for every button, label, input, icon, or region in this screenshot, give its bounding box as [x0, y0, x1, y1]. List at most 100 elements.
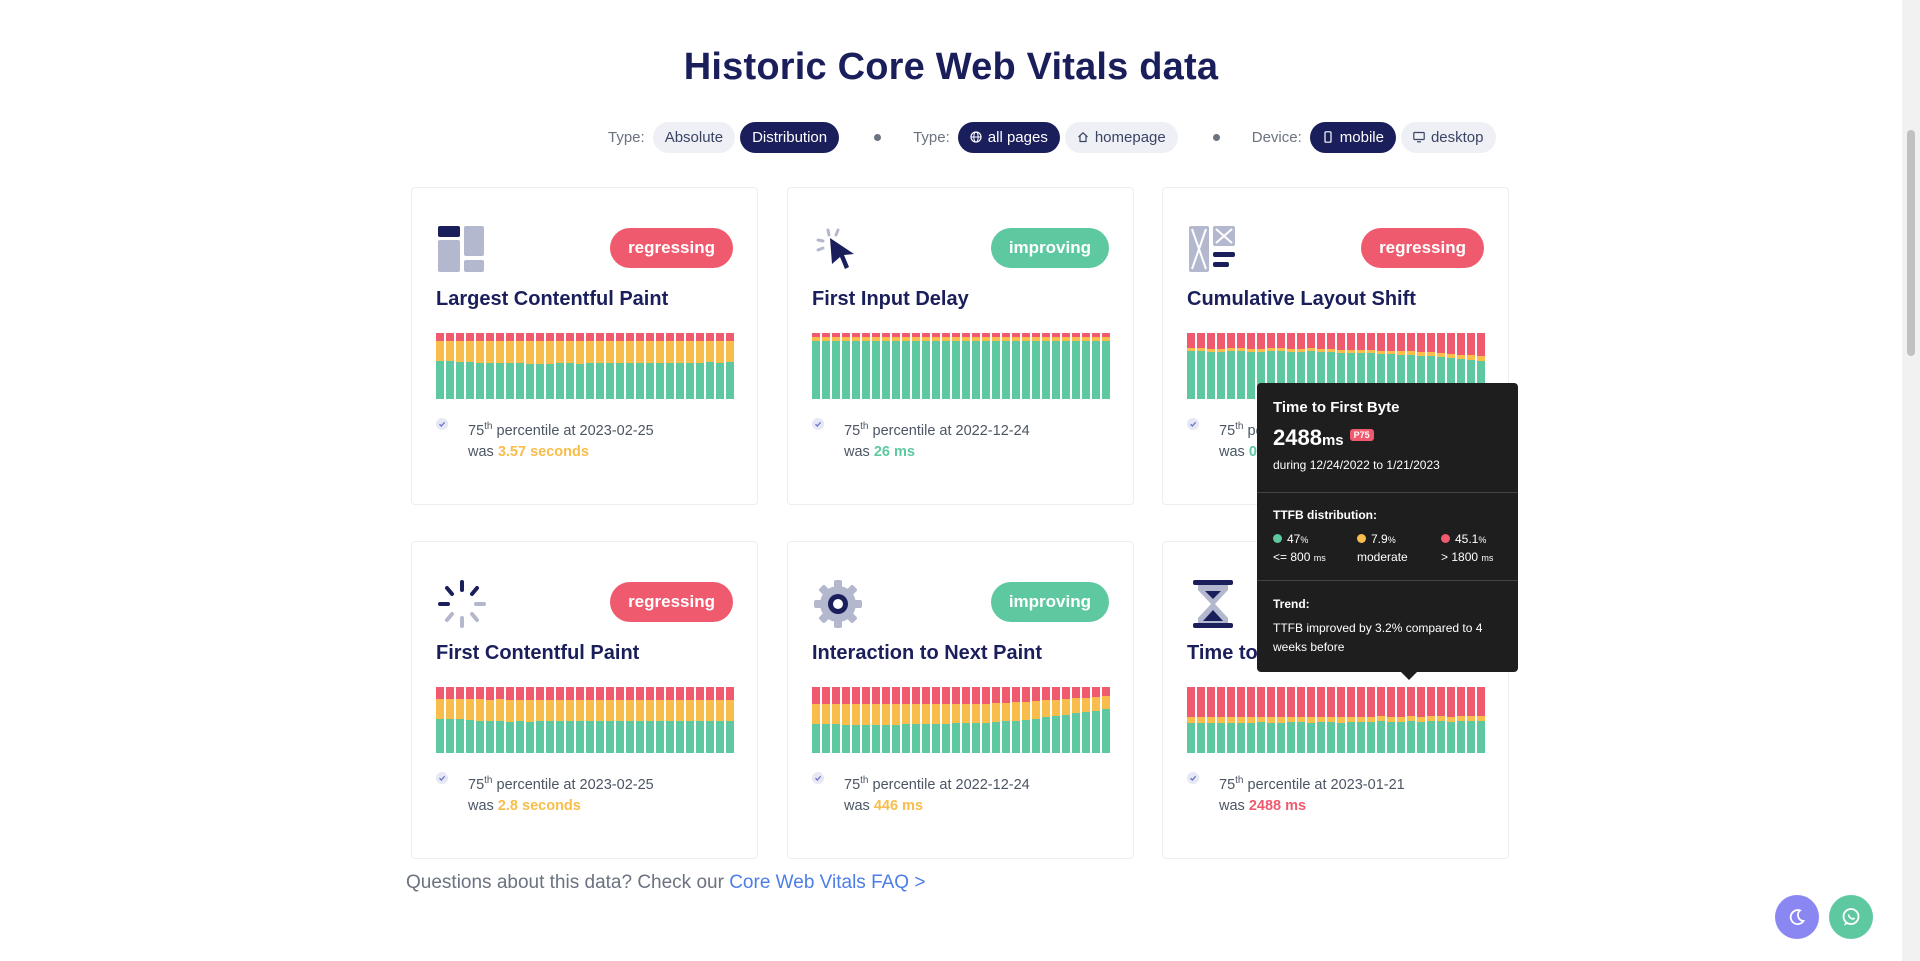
distribution-bar[interactable] [972, 687, 980, 753]
distribution-bar[interactable] [1447, 333, 1455, 399]
distribution-bar[interactable] [706, 333, 714, 399]
distribution-bar[interactable] [842, 687, 850, 753]
distribution-bar[interactable] [1407, 687, 1415, 753]
distribution-bar[interactable] [646, 333, 654, 399]
distribution-bar[interactable] [556, 333, 564, 399]
distribution-bar[interactable] [1002, 333, 1010, 399]
distribution-bar[interactable] [1387, 333, 1395, 399]
distribution-bar[interactable] [852, 333, 860, 399]
distribution-bar[interactable] [456, 333, 464, 399]
distribution-bar[interactable] [696, 333, 704, 399]
distribution-bar[interactable] [626, 687, 634, 753]
distribution-bar[interactable] [912, 687, 920, 753]
distribution-bar[interactable] [1367, 333, 1375, 399]
distribution-bar[interactable] [1042, 333, 1050, 399]
distribution-bar[interactable] [1267, 687, 1275, 753]
distribution-bar[interactable] [596, 333, 604, 399]
distribution-bar[interactable] [1012, 687, 1020, 753]
distribution-bar[interactable] [606, 687, 614, 753]
distribution-bar[interactable] [476, 687, 484, 753]
distribution-bar[interactable] [1287, 687, 1295, 753]
distribution-bar[interactable] [466, 333, 474, 399]
distribution-bar[interactable] [576, 687, 584, 753]
distribution-bar[interactable] [992, 687, 1000, 753]
distribution-bar[interactable] [1227, 333, 1235, 399]
distribution-bar[interactable] [656, 333, 664, 399]
distribution-bar[interactable] [1062, 333, 1070, 399]
distribution-bar[interactable] [892, 687, 900, 753]
distribution-bar[interactable] [932, 687, 940, 753]
distribution-bar[interactable] [1257, 687, 1265, 753]
distribution-bar[interactable] [1247, 687, 1255, 753]
distribution-bar[interactable] [616, 333, 624, 399]
filter-all-pages[interactable]: all pages [957, 121, 1060, 153]
distribution-bar[interactable] [496, 333, 504, 399]
distribution-bar[interactable] [1467, 687, 1475, 753]
distribution-bar[interactable] [1427, 687, 1435, 753]
distribution-bar[interactable] [1012, 333, 1020, 399]
distribution-bar[interactable] [596, 687, 604, 753]
distribution-bar[interactable] [666, 687, 674, 753]
distribution-bar[interactable] [1022, 333, 1030, 399]
distribution-bar[interactable] [546, 333, 554, 399]
distribution-bar[interactable] [952, 687, 960, 753]
distribution-bar[interactable] [686, 687, 694, 753]
distribution-bar[interactable] [1072, 687, 1080, 753]
distribution-bar[interactable] [822, 333, 830, 399]
distribution-bar[interactable] [992, 333, 1000, 399]
distribution-bar[interactable] [1032, 333, 1040, 399]
distribution-bar[interactable] [982, 687, 990, 753]
distribution-bar[interactable] [1092, 687, 1100, 753]
distribution-bar[interactable] [1207, 333, 1215, 399]
distribution-bar[interactable] [862, 333, 870, 399]
distribution-bar[interactable] [1217, 333, 1225, 399]
distribution-bar[interactable] [1427, 333, 1435, 399]
distribution-bar[interactable] [1377, 687, 1385, 753]
distribution-bar[interactable] [972, 333, 980, 399]
distribution-bar[interactable] [882, 687, 890, 753]
distribution-bar[interactable] [1317, 687, 1325, 753]
dark-mode-button[interactable] [1775, 895, 1819, 939]
distribution-bar[interactable] [1477, 687, 1485, 753]
distribution-bar[interactable] [1062, 687, 1070, 753]
distribution-bar[interactable] [872, 687, 880, 753]
distribution-bar[interactable] [1082, 333, 1090, 399]
distribution-bar[interactable] [902, 333, 910, 399]
distribution-bar[interactable] [922, 333, 930, 399]
distribution-bar[interactable] [1237, 333, 1245, 399]
distribution-bar[interactable] [726, 687, 734, 753]
chat-button[interactable] [1829, 895, 1873, 939]
distribution-bar[interactable] [616, 687, 624, 753]
distribution-bar[interactable] [1187, 687, 1195, 753]
distribution-bar[interactable] [942, 333, 950, 399]
scrollbar-thumb[interactable] [1907, 130, 1915, 356]
distribution-bar[interactable] [586, 333, 594, 399]
distribution-bar[interactable] [1102, 687, 1110, 753]
distribution-bar[interactable] [476, 333, 484, 399]
distribution-bar[interactable] [1002, 687, 1010, 753]
distribution-bar[interactable] [832, 333, 840, 399]
distribution-bar[interactable] [962, 687, 970, 753]
distribution-bar[interactable] [1297, 687, 1305, 753]
distribution-bar[interactable] [1457, 333, 1465, 399]
distribution-bar[interactable] [1052, 687, 1060, 753]
distribution-bar[interactable] [862, 687, 870, 753]
distribution-bar[interactable] [852, 687, 860, 753]
distribution-bar[interactable] [1317, 333, 1325, 399]
distribution-bar[interactable] [1347, 687, 1355, 753]
distribution-bar[interactable] [812, 333, 820, 399]
distribution-bar[interactable] [1327, 333, 1335, 399]
distribution-bar[interactable] [842, 333, 850, 399]
distribution-bar[interactable] [1357, 687, 1365, 753]
distribution-bar[interactable] [1052, 333, 1060, 399]
distribution-bar[interactable] [1457, 687, 1465, 753]
distribution-bar[interactable] [1327, 687, 1335, 753]
distribution-bar[interactable] [1102, 333, 1110, 399]
distribution-bar[interactable] [822, 687, 830, 753]
distribution-bar[interactable] [1092, 333, 1100, 399]
filter-homepage[interactable]: homepage [1064, 121, 1178, 153]
distribution-bar[interactable] [536, 687, 544, 753]
distribution-bar[interactable] [882, 333, 890, 399]
distribution-bar[interactable] [1437, 687, 1445, 753]
distribution-bar[interactable] [556, 687, 564, 753]
